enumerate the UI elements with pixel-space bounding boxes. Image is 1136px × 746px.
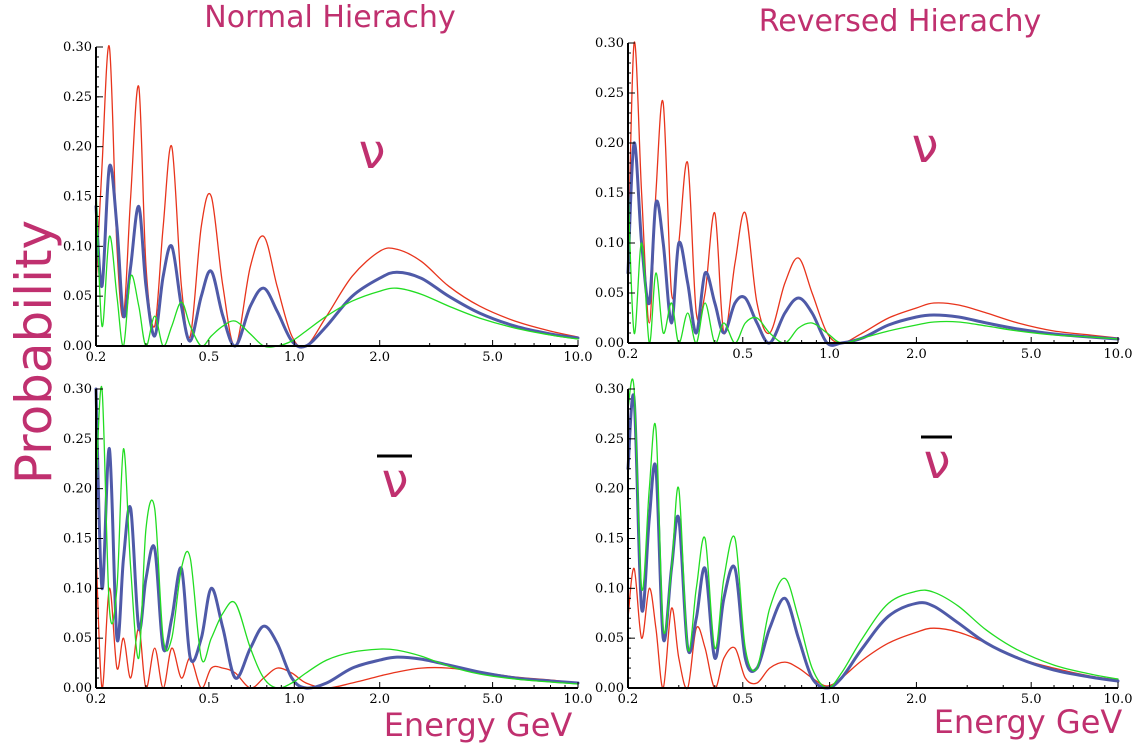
x-tick-label: 1.0 xyxy=(284,692,305,707)
x-tick-label: 10.0 xyxy=(1104,347,1133,362)
y-tick-label: 0.30 xyxy=(595,36,624,51)
x-tick-label: 10.0 xyxy=(564,350,593,365)
series-line-green xyxy=(95,385,579,689)
chart-panels: 0.00 0.05 0.10 0.15 0.20 0.25 0.30 0.2 0.5 1.0 2.0… xyxy=(63,36,1132,707)
x-tick-label: 0.5 xyxy=(732,347,753,362)
neutrino-label: ν xyxy=(912,118,939,174)
series-line-green xyxy=(627,378,1119,689)
y-tick-label: 0.20 xyxy=(595,136,624,151)
x-tick-label: 0.5 xyxy=(199,350,220,365)
y-tick-label: 0.10 xyxy=(595,236,624,251)
y-tick-label: 0.25 xyxy=(595,86,624,101)
y-tick-label: 0.00 xyxy=(63,339,92,354)
x-tick-label: 10.0 xyxy=(564,692,593,707)
antineutrino-label: ν xyxy=(924,434,951,490)
x-tick-label: 1.0 xyxy=(819,692,840,707)
y-tick-label: 0.15 xyxy=(63,190,92,205)
y-tick-label: 0.25 xyxy=(595,432,624,447)
chart-title-normal: Normal Hierachy xyxy=(204,0,455,35)
series-line-red xyxy=(627,41,1119,344)
y-tick-label: 0.15 xyxy=(595,532,624,547)
series-line-green xyxy=(627,182,1119,344)
x-tick-label: 0.2 xyxy=(618,692,639,707)
chart-panel-bottom-left: 0.00 0.05 0.10 0.15 0.20 0.25 0.30 0.2 0.5 1.0 2.0… xyxy=(63,382,592,707)
chart-panel-top-left: 0.00 0.05 0.10 0.15 0.20 0.25 0.30 0.2 0.5 1.0 2.0… xyxy=(63,40,592,365)
antineutrino-label: ν xyxy=(382,453,409,509)
x-tick-label: 1.0 xyxy=(284,350,305,365)
y-tick-label: 0.30 xyxy=(63,40,92,55)
series-line-blue xyxy=(626,141,1120,347)
series-line-green xyxy=(95,185,579,348)
y-tick-label: 0.30 xyxy=(595,382,624,397)
x-axis-label-left: Energy GeV xyxy=(384,706,573,744)
y-axis-label: Probability xyxy=(5,220,63,484)
chart-panel-top-right: 0.00 0.05 0.10 0.15 0.20 0.25 0.30 0.2 0.5 1.0 2.0… xyxy=(595,36,1132,362)
x-tick-label: 0.5 xyxy=(199,692,220,707)
x-tick-label: 0.5 xyxy=(732,692,753,707)
chart-title-reversed: Reversed Hierachy xyxy=(759,4,1042,39)
y-tick-label: 0.00 xyxy=(595,336,624,351)
y-tick-label: 0.20 xyxy=(63,140,92,155)
x-tick-label: 5.0 xyxy=(482,350,503,365)
chart-panel-bottom-right: 0.00 0.05 0.10 0.15 0.20 0.25 0.30 0.2 0.5 1.0 2.0… xyxy=(595,378,1133,707)
y-tick-label: 0.05 xyxy=(595,631,624,646)
y-tick-label: 0.05 xyxy=(63,289,92,304)
series-line-blue xyxy=(94,163,580,349)
y-tick-label: 0.10 xyxy=(595,581,624,596)
series-line-red xyxy=(95,547,579,689)
x-tick-label: 5.0 xyxy=(482,692,503,707)
x-tick-label: 0.2 xyxy=(618,347,639,362)
x-tick-label: 5.0 xyxy=(1021,347,1042,362)
y-tick-label: 0.00 xyxy=(595,681,624,696)
x-tick-label: 10.0 xyxy=(1104,692,1133,707)
x-tick-label: 2.0 xyxy=(906,692,927,707)
y-tick-label: 0.10 xyxy=(63,581,92,596)
y-tick-label: 0.25 xyxy=(63,432,92,447)
y-tick-label: 0.10 xyxy=(63,239,92,254)
series-line-blue xyxy=(94,387,580,690)
y-tick-label: 0.20 xyxy=(595,482,624,497)
y-tick-label: 0.15 xyxy=(595,186,624,201)
neutrino-label: ν xyxy=(359,124,386,180)
x-tick-label: 2.0 xyxy=(369,692,390,707)
x-tick-label: 5.0 xyxy=(1021,692,1042,707)
series-line-red xyxy=(95,45,579,348)
y-tick-label: 0.05 xyxy=(595,286,624,301)
y-tick-label: 0.15 xyxy=(63,532,92,547)
x-tick-label: 1.0 xyxy=(819,347,840,362)
x-tick-label: 0.2 xyxy=(86,350,107,365)
y-tick-label: 0.20 xyxy=(63,482,92,497)
x-tick-label: 0.2 xyxy=(86,692,107,707)
x-axis-label-right: Energy GeV xyxy=(934,703,1123,741)
x-tick-label: 2.0 xyxy=(369,350,390,365)
y-tick-label: 0.30 xyxy=(63,382,92,397)
y-tick-label: 0.00 xyxy=(63,681,92,696)
x-tick-label: 2.0 xyxy=(906,347,927,362)
y-tick-label: 0.05 xyxy=(63,631,92,646)
y-tick-label: 0.25 xyxy=(63,90,92,105)
series-line-blue xyxy=(626,393,1120,690)
